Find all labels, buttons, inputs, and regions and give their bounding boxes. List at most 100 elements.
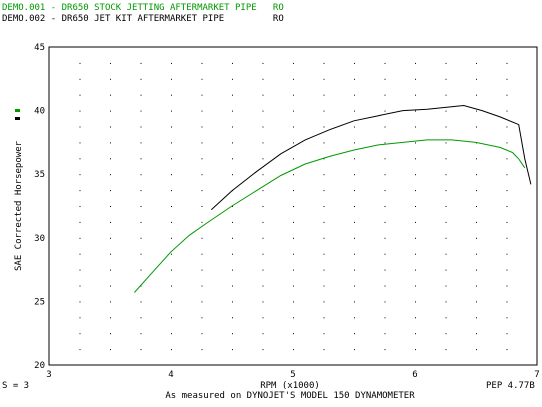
smoothing-label: S = 3 xyxy=(2,381,29,391)
grid-dot xyxy=(262,190,264,192)
grid-dot xyxy=(201,237,203,239)
y-tick-labels: 20 25 30 35 40 45 xyxy=(34,43,45,371)
grid-dot xyxy=(171,237,172,239)
grid-dot xyxy=(415,190,416,192)
grid-dot xyxy=(323,333,325,335)
grid-dot xyxy=(384,142,386,144)
grid-dot xyxy=(262,317,264,319)
grid-dot xyxy=(354,158,355,160)
grid-dot xyxy=(262,253,264,255)
grid-dot xyxy=(384,206,386,207)
grid-dot xyxy=(293,333,294,335)
grid-dot xyxy=(476,110,477,112)
grid-dot xyxy=(354,126,355,128)
grid-dot xyxy=(201,317,203,319)
series-marker-demo-001 xyxy=(15,109,20,112)
grid-dot xyxy=(171,142,172,144)
grid-dot xyxy=(171,317,172,319)
grid-dot xyxy=(171,110,172,112)
grid-dot xyxy=(140,253,142,255)
grid-dot xyxy=(415,78,416,80)
grid-dot xyxy=(110,142,111,144)
grid-dot xyxy=(415,253,416,255)
grid-dot xyxy=(201,62,203,64)
y-tick-label: 45 xyxy=(34,43,45,53)
grid-dot xyxy=(415,206,416,207)
grid-dot xyxy=(445,301,447,303)
grid-dot xyxy=(110,317,111,319)
grid-dot xyxy=(445,253,447,255)
grid-dot xyxy=(354,62,355,64)
grid-dot xyxy=(415,349,416,351)
grid-dot xyxy=(79,110,81,112)
grid-dot xyxy=(384,190,386,192)
grid-dot xyxy=(323,237,325,239)
grid-dot xyxy=(354,285,355,287)
grid-dot xyxy=(323,110,325,112)
grid-dot xyxy=(171,158,172,160)
grid-dot xyxy=(79,301,81,303)
grid-dot xyxy=(445,206,447,207)
grid-dot xyxy=(140,174,142,176)
grid-dot xyxy=(476,237,477,239)
x-axis-label: RPM (x1000) xyxy=(260,381,320,391)
grid-dot xyxy=(262,110,264,112)
grid-dot xyxy=(201,78,203,80)
grid-dot xyxy=(415,62,416,64)
grid-dot xyxy=(79,190,81,192)
grid-dot xyxy=(262,174,264,176)
grid-dot xyxy=(445,62,447,64)
grid-dot xyxy=(262,62,264,64)
grid-dot xyxy=(262,206,264,207)
grid-dot xyxy=(323,269,325,271)
grid-dot xyxy=(476,62,477,64)
grid-dot xyxy=(476,78,477,80)
grid-dot xyxy=(232,237,233,239)
grid-dot xyxy=(110,78,111,80)
grid-dot xyxy=(140,78,142,80)
grid-dot xyxy=(445,237,447,239)
series-line-demo-002 xyxy=(210,104,532,211)
grid-dot xyxy=(79,78,81,80)
grid-dot xyxy=(293,110,294,112)
grid-dot xyxy=(506,158,508,160)
grid-dot xyxy=(506,253,508,255)
grid-dot xyxy=(262,333,264,335)
grid-dot xyxy=(506,126,508,128)
grid-dot xyxy=(79,237,81,239)
grid-dot xyxy=(384,333,386,335)
grid-dot xyxy=(201,190,203,192)
grid-dot xyxy=(171,221,172,223)
grid-dot xyxy=(140,110,142,112)
grid-dot xyxy=(384,110,386,112)
grid-dot xyxy=(293,301,294,303)
grid-dot xyxy=(384,317,386,319)
grid-dot xyxy=(323,78,325,80)
grid-dot xyxy=(476,317,477,319)
grid-dot xyxy=(293,349,294,351)
grid-dot xyxy=(79,174,81,176)
grid-dot xyxy=(415,174,416,176)
grid-dot xyxy=(445,221,447,223)
grid-dots xyxy=(79,62,508,351)
grid-dot xyxy=(506,110,508,112)
grid-dot xyxy=(201,253,203,255)
grid-dot xyxy=(354,317,355,319)
y-tick-label: 30 xyxy=(34,234,45,244)
grid-dot xyxy=(323,253,325,255)
series-lines xyxy=(134,104,532,293)
grid-dot xyxy=(293,94,294,96)
grid-dot xyxy=(476,94,477,96)
grid-dot xyxy=(262,221,264,223)
grid-dot xyxy=(445,174,447,176)
grid-dot xyxy=(140,269,142,271)
grid-dot xyxy=(171,174,172,176)
grid-dot xyxy=(354,142,355,144)
grid-dot xyxy=(201,285,203,287)
grid-dot xyxy=(384,78,386,80)
grid-dot xyxy=(354,301,355,303)
series-line-demo-001 xyxy=(134,139,526,293)
x-tick-label: 3 xyxy=(46,370,51,380)
grid-dot xyxy=(140,94,142,96)
grid-dot xyxy=(323,206,325,207)
